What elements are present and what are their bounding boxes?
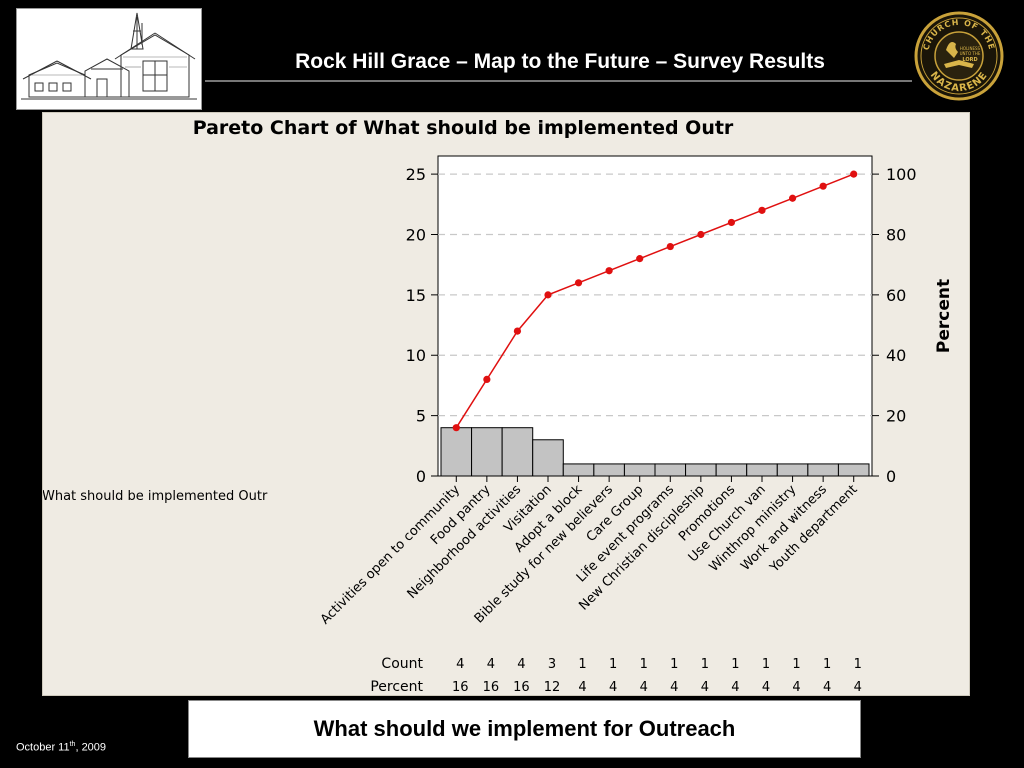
bar-6: [593, 463, 625, 477]
cumulative-point-5: [574, 279, 583, 287]
church-building-logo: [16, 8, 202, 110]
table-cell: 4: [640, 680, 648, 695]
nazarene-seal-icon: CHURCH OF THE NAZARENE HOLINESS UNTO THE…: [914, 11, 1004, 101]
bar-9: [685, 463, 717, 477]
cumulative-point-7: [636, 255, 644, 263]
bar-10: [715, 463, 748, 477]
left-axis-tick-label: 20: [406, 225, 426, 244]
table-cell: 1: [609, 657, 617, 672]
bar-11: [746, 463, 778, 477]
table-cell: 4: [792, 680, 800, 695]
right-axis-tick-label: 80: [886, 225, 906, 244]
table-cell: 4: [762, 680, 770, 695]
table-cell: 1: [701, 657, 709, 672]
date-suffix: th: [69, 741, 76, 748]
table-cell: 1: [823, 657, 831, 672]
cumulative-point-11: [758, 206, 766, 214]
bar-8: [654, 463, 687, 477]
table-cell: 4: [578, 680, 586, 695]
cumulative-point-1: [452, 424, 460, 432]
bar-14: [837, 463, 870, 477]
svg-text:UNTO THE: UNTO THE: [960, 51, 981, 56]
chart-panel: Pareto Chart of What should be implement…: [42, 112, 970, 696]
right-axis-tick-label: 60: [886, 286, 906, 305]
table-cell: 16: [452, 680, 469, 695]
plot-area: [437, 155, 873, 477]
cumulative-point-2: [483, 375, 491, 383]
caption-box: What should we implement for Outreach: [188, 700, 861, 758]
cumulative-point-8: [666, 242, 674, 251]
table-cell: 1: [762, 657, 770, 672]
cumulative-percent-line: [455, 173, 854, 429]
table-cell: 1: [854, 657, 862, 672]
cumulative-point-6: [605, 267, 613, 275]
cumulative-point-12: [788, 194, 797, 202]
table-cell: 16: [513, 680, 530, 695]
bar-12: [776, 463, 809, 477]
table-cell: 4: [854, 680, 862, 695]
chart-title: Pareto Chart of What should be implement…: [193, 117, 734, 139]
cumulative-point-3: [513, 327, 522, 335]
left-axis-tick-label: 10: [406, 346, 426, 365]
table-row-label: Percent: [370, 679, 423, 695]
right-axis-tick-label: 100: [886, 165, 917, 184]
bar-1: [440, 427, 473, 477]
left-axis-tick-label: 0: [416, 467, 426, 486]
table-cell: 4: [456, 657, 464, 672]
cumulative-point-13: [819, 182, 827, 190]
right-axis-tick-label: 40: [886, 346, 906, 365]
table-cell: 4: [823, 680, 831, 695]
svg-text:HOLINESS: HOLINESS: [960, 46, 981, 51]
table-cell: 1: [640, 657, 648, 672]
slide-caption: What should we implement for Outreach: [313, 716, 736, 741]
table-cell: 1: [731, 657, 739, 672]
bar-7: [623, 463, 656, 477]
right-axis-tick-label: 20: [886, 407, 906, 426]
table-cell: 16: [483, 680, 500, 695]
slide-title: Rock Hill Grace – Map to the Future – Su…: [295, 50, 825, 73]
bar-2: [471, 427, 503, 477]
date-year: , 2009: [75, 741, 107, 754]
table-cell: 4: [609, 680, 617, 695]
table-cell: 4: [487, 657, 495, 672]
bar-4: [532, 439, 564, 477]
table-cell: 4: [670, 680, 678, 695]
date-text: October 11: [16, 741, 70, 754]
nazarene-seal-logo: CHURCH OF THE NAZARENE HOLINESS UNTO THE…: [914, 10, 1004, 102]
church-sketch-icon: [21, 12, 197, 100]
table-cell: 1: [578, 657, 586, 672]
table-cell: 4: [517, 657, 525, 672]
left-axis-tick-label: 15: [406, 286, 426, 305]
table-cell: 3: [548, 657, 556, 672]
table-cell: 12: [544, 680, 561, 695]
cumulative-point-14: [850, 170, 858, 178]
svg-text:LORD: LORD: [962, 57, 977, 63]
table-cell: 1: [792, 657, 800, 672]
table-cell: 1: [670, 657, 678, 672]
table-row-label: Count: [381, 656, 423, 672]
cumulative-point-9: [697, 230, 705, 239]
bar-5: [562, 463, 595, 477]
table-cell: 4: [701, 680, 709, 695]
left-axis-tick-label: 25: [406, 165, 426, 184]
title-divider: [205, 80, 912, 82]
cumulative-point-4: [544, 291, 552, 299]
left-axis-tick-label: 5: [416, 407, 426, 426]
table-cell: 4: [731, 680, 739, 695]
right-axis-label: Percent: [934, 279, 954, 353]
pareto-chart: Pareto Chart of What should be implement…: [43, 117, 954, 695]
bar-13: [807, 463, 839, 477]
right-axis-tick-label: 0: [886, 467, 896, 486]
footer-date: October 11th, 2009: [16, 741, 106, 754]
cumulative-point-10: [727, 218, 736, 227]
x-axis-label: What should be implemented Outr: [43, 489, 268, 504]
bar-3: [501, 427, 534, 477]
